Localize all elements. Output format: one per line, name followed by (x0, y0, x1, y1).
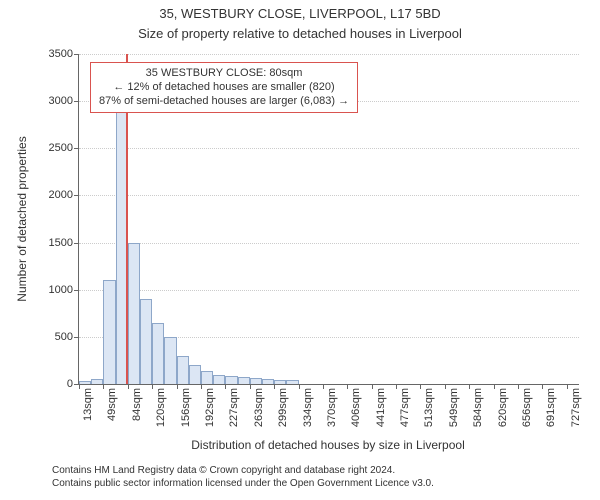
xtick-mark (372, 384, 373, 389)
xtick-mark (396, 384, 397, 389)
xtick-label: 263sqm (253, 388, 265, 427)
xtick-label: 477sqm (399, 388, 411, 427)
xtick-mark (274, 384, 275, 389)
info-box: 35 WESTBURY CLOSE: 80sqm← 12% of detache… (90, 62, 358, 113)
histogram-bar (189, 365, 201, 384)
gridline (79, 290, 579, 291)
xtick-mark (567, 384, 568, 389)
xtick-mark (201, 384, 202, 389)
footer-line: Contains HM Land Registry data © Crown c… (52, 464, 434, 477)
xtick-mark (494, 384, 495, 389)
xtick-mark (420, 384, 421, 389)
xtick-label: 334sqm (302, 388, 314, 427)
footer-attribution: Contains HM Land Registry data © Crown c… (52, 464, 434, 490)
histogram-bar (201, 371, 213, 384)
info-box-line: 87% of semi-detached houses are larger (… (99, 95, 349, 109)
ytick-label: 2500 (49, 142, 79, 154)
xtick-mark (79, 384, 80, 389)
ytick-label: 2000 (49, 189, 79, 201)
histogram-bar (103, 280, 115, 384)
histogram-bar (262, 379, 274, 384)
xtick-label: 656sqm (521, 388, 533, 427)
xtick-mark (177, 384, 178, 389)
xtick-label: 441sqm (375, 388, 387, 427)
gridline (79, 243, 579, 244)
gridline (79, 148, 579, 149)
histogram-bar (79, 381, 91, 384)
histogram-bar (128, 243, 140, 384)
histogram-bar (274, 380, 286, 384)
info-box-line: 35 WESTBURY CLOSE: 80sqm (99, 67, 349, 81)
xtick-mark (445, 384, 446, 389)
ytick-label: 3500 (49, 48, 79, 60)
xtick-mark (128, 384, 129, 389)
xtick-mark (323, 384, 324, 389)
xtick-label: 120sqm (155, 388, 167, 427)
y-axis-label: Number of detached properties (15, 136, 29, 301)
gridline (79, 54, 579, 55)
chart-title-main: 35, WESTBURY CLOSE, LIVERPOOL, L17 5BD (0, 6, 600, 21)
xtick-label: 727sqm (570, 388, 582, 427)
xtick-label: 406sqm (350, 388, 362, 427)
xtick-mark (250, 384, 251, 389)
histogram-bar (177, 356, 189, 384)
xtick-mark (152, 384, 153, 389)
xtick-label: 156sqm (180, 388, 192, 427)
xtick-mark (542, 384, 543, 389)
ytick-label: 500 (55, 331, 79, 343)
xtick-label: 584sqm (472, 388, 484, 427)
xtick-mark (518, 384, 519, 389)
x-axis-label: Distribution of detached houses by size … (191, 438, 465, 452)
xtick-label: 549sqm (448, 388, 460, 427)
ytick-label: 1000 (49, 284, 79, 296)
ytick-label: 3000 (49, 95, 79, 107)
xtick-label: 299sqm (277, 388, 289, 427)
ytick-label: 0 (67, 378, 79, 390)
histogram-bar (213, 375, 225, 384)
xtick-label: 513sqm (423, 388, 435, 427)
xtick-label: 691sqm (545, 388, 557, 427)
footer-line: Contains public sector information licen… (52, 477, 434, 490)
gridline (79, 195, 579, 196)
xtick-mark (347, 384, 348, 389)
ytick-label: 1500 (49, 237, 79, 249)
xtick-label: 227sqm (228, 388, 240, 427)
xtick-label: 13sqm (82, 388, 94, 421)
xtick-label: 49sqm (106, 388, 118, 421)
histogram-bar (286, 380, 298, 384)
xtick-mark (225, 384, 226, 389)
histogram-bar (164, 337, 176, 384)
histogram-bar (238, 377, 250, 384)
chart-title-sub: Size of property relative to detached ho… (0, 26, 600, 41)
chart-container: 35, WESTBURY CLOSE, LIVERPOOL, L17 5BD S… (0, 0, 600, 500)
xtick-label: 192sqm (204, 388, 216, 427)
xtick-label: 84sqm (131, 388, 143, 421)
histogram-bar (152, 323, 164, 384)
xtick-label: 620sqm (497, 388, 509, 427)
xtick-mark (469, 384, 470, 389)
histogram-bar (91, 379, 103, 384)
histogram-bar (225, 376, 237, 384)
histogram-bar (250, 378, 262, 384)
info-box-line: ← 12% of detached houses are smaller (82… (99, 81, 349, 95)
xtick-label: 370sqm (326, 388, 338, 427)
xtick-mark (103, 384, 104, 389)
histogram-bar (140, 299, 152, 384)
xtick-mark (299, 384, 300, 389)
